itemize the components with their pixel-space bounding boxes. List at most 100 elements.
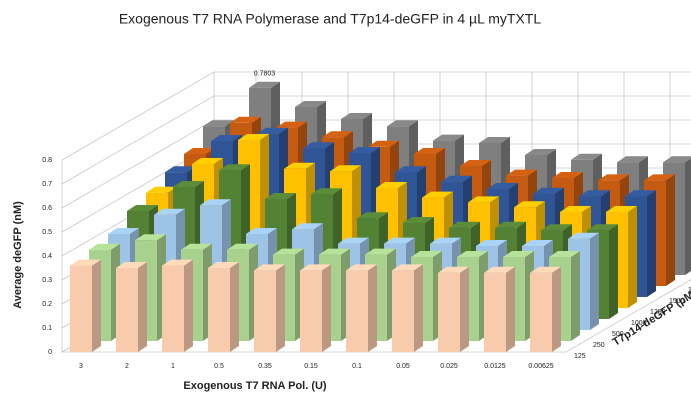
bar-top xyxy=(108,228,139,234)
bar-side xyxy=(590,232,599,330)
bar-top xyxy=(292,223,323,230)
bar-top xyxy=(276,121,307,128)
bar-side xyxy=(184,259,193,352)
bar-top xyxy=(552,172,583,178)
bar-top xyxy=(319,248,350,255)
bar-top xyxy=(154,208,185,215)
bar-top xyxy=(203,120,234,127)
bar-top xyxy=(346,264,377,271)
bar-top xyxy=(184,148,215,154)
bar-side xyxy=(460,266,469,352)
z-tick-label: 1000 xyxy=(631,320,647,327)
bar-top xyxy=(146,186,177,193)
z-tick-label: 250 xyxy=(593,342,605,349)
x-tick-label: 2 xyxy=(125,363,129,370)
bar-top xyxy=(430,237,461,244)
bar xyxy=(300,270,322,352)
bar-top xyxy=(506,169,537,176)
bar-top xyxy=(249,81,280,88)
bar-side xyxy=(552,266,561,352)
bar-top xyxy=(387,120,418,127)
y-tick-label: 0.1 xyxy=(42,325,52,332)
y-tick-label: 0.2 xyxy=(42,301,52,308)
bar-top xyxy=(571,153,602,160)
bar-top xyxy=(514,201,545,208)
bar-top xyxy=(135,234,166,241)
bar-side xyxy=(92,259,101,352)
bar-top xyxy=(449,221,480,228)
y-tick-label: 0.4 xyxy=(42,253,52,260)
bar-side xyxy=(138,262,147,352)
bar-top xyxy=(192,158,223,164)
bar-top xyxy=(541,224,572,231)
z-tick-label: 500 xyxy=(612,331,624,338)
bar-top xyxy=(230,116,261,123)
bar-top xyxy=(254,264,285,271)
bar-top xyxy=(368,140,399,147)
bar-top xyxy=(422,191,453,198)
bar-top xyxy=(273,248,304,255)
bar-top xyxy=(533,187,564,194)
bar-top xyxy=(127,205,158,211)
bar xyxy=(346,270,368,352)
bar-top xyxy=(173,181,204,187)
y-tick-label: 0.6 xyxy=(42,205,52,212)
z-tick-label: 1750 xyxy=(688,287,691,294)
bar-top xyxy=(219,164,250,171)
bar-side xyxy=(276,264,285,352)
bar-top xyxy=(211,135,242,141)
bar-top xyxy=(530,266,561,273)
data-label: 0.7803 xyxy=(254,71,276,78)
bar-top xyxy=(116,262,147,268)
x-tick-label: 3 xyxy=(79,363,83,370)
chart-title: Exogenous T7 RNA Polymerase and T7p14-de… xyxy=(119,11,542,27)
bar xyxy=(438,272,460,352)
bar-top xyxy=(560,206,591,212)
bar-top xyxy=(579,190,610,197)
y-tick-label: 0.5 xyxy=(42,229,52,236)
bar xyxy=(530,272,552,352)
bar-top xyxy=(322,131,353,138)
bar-top xyxy=(300,264,331,271)
bar-top xyxy=(162,259,193,266)
bar-side xyxy=(230,262,239,352)
bar-top xyxy=(484,266,515,273)
x-tick-label: 0.1 xyxy=(352,363,362,370)
bar-side xyxy=(322,264,331,352)
z-tick-label: 125 xyxy=(574,353,586,360)
bar-top xyxy=(238,134,269,140)
bar-top xyxy=(70,259,101,266)
bar-top xyxy=(503,251,534,257)
bar-top xyxy=(311,188,342,195)
bar-top xyxy=(460,160,491,166)
bar xyxy=(208,268,230,352)
bar-top xyxy=(376,182,407,188)
y-tick-label: 0.3 xyxy=(42,277,52,284)
bar-top xyxy=(338,237,369,244)
bar-top xyxy=(357,212,388,219)
x-tick-label: 0.15 xyxy=(304,363,318,370)
bar-top xyxy=(441,175,472,182)
x-tick-label: 0.05 xyxy=(396,363,410,370)
y-tick-label: 0.8 xyxy=(42,157,52,164)
bar-top xyxy=(341,113,372,119)
bar-top xyxy=(438,266,469,273)
bar-side xyxy=(628,206,637,308)
y-tick-label: 0 xyxy=(48,349,52,356)
bar-side xyxy=(368,264,377,352)
x-tick-label: 1 xyxy=(171,363,175,370)
bar-top xyxy=(487,183,518,189)
bar-top xyxy=(384,237,415,244)
bar-top xyxy=(663,156,691,163)
bar-top xyxy=(495,221,526,228)
bar xyxy=(254,270,276,352)
x-tick-label: 0.0125 xyxy=(484,363,506,370)
bar xyxy=(116,268,138,352)
bar-side xyxy=(666,174,675,286)
bar-top xyxy=(349,147,380,153)
z-tick-label: 1250 xyxy=(650,309,666,316)
y-tick-label: 0.7 xyxy=(42,181,52,188)
bar-top xyxy=(330,165,361,172)
bar-top xyxy=(265,193,296,199)
